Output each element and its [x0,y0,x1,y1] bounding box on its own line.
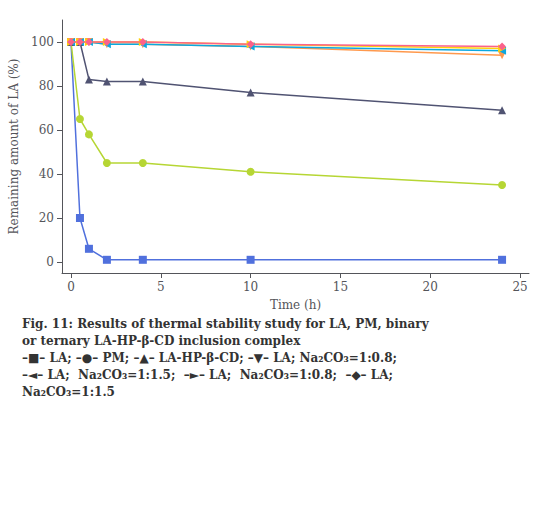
svg-text:80: 80 [39,79,54,93]
svg-text:60: 60 [39,123,54,137]
svg-text:0: 0 [67,280,75,294]
svg-text:100: 100 [31,35,54,49]
svg-text:40: 40 [39,167,54,181]
svg-text:20: 20 [423,280,438,294]
svg-text:10: 10 [243,280,258,294]
svg-text:5: 5 [157,280,165,294]
svg-text:Time (h): Time (h) [270,298,321,312]
svg-text:–■– LA; –●– PM; –▲– LA-HP-β-CD: –■– LA; –●– PM; –▲– LA-HP-β-CD; –▼– LA; … [22,351,397,365]
svg-text:15: 15 [333,280,348,294]
svg-text:0: 0 [46,255,54,269]
svg-text:20: 20 [39,211,54,225]
svg-text:–◄– LA; Na₂CO₃=1:1.5; –►– LA: –◄– LA; Na₂CO₃=1:1.5; –►– LA; Na₂CO₃=1:0… [22,368,393,382]
svg-text:Remaining amount of LA (%): Remaining amount of LA (%) [7,59,21,235]
svg-text:Na₂CO₃=1:1.5: Na₂CO₃=1:1.5 [22,385,115,399]
svg-text:or ternary LA-HP-β-CD inclusio: or ternary LA-HP-β-CD inclusion complex [22,334,301,348]
svg-text:Fig. 11: Results of thermal st: Fig. 11: Results of thermal stability st… [22,317,430,331]
svg-text:25: 25 [512,280,527,294]
